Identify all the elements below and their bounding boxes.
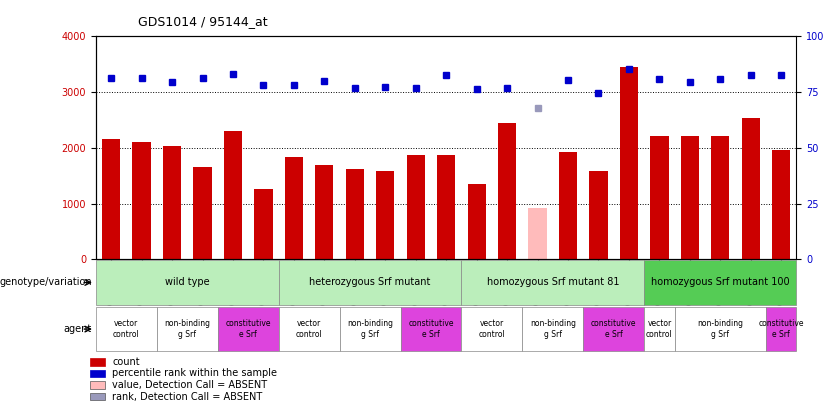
Bar: [90, 370, 105, 377]
Bar: [90, 358, 105, 365]
Bar: [96, 260, 279, 305]
Bar: [90, 382, 105, 389]
Bar: [407, 155, 425, 259]
Text: homozygous Srf mutant 81: homozygous Srf mutant 81: [486, 277, 619, 288]
Bar: [345, 169, 364, 259]
Bar: [133, 142, 151, 259]
Bar: [339, 307, 400, 352]
Text: rank, Detection Call = ABSENT: rank, Detection Call = ABSENT: [113, 392, 263, 402]
Bar: [279, 307, 339, 352]
Bar: [590, 171, 608, 259]
Bar: [559, 152, 577, 259]
Text: vector
control: vector control: [296, 320, 323, 339]
Bar: [675, 307, 766, 352]
Bar: [529, 208, 547, 259]
Text: vector
control: vector control: [479, 320, 505, 339]
Bar: [522, 307, 583, 352]
Text: heterozygous Srf mutant: heterozygous Srf mutant: [309, 277, 430, 288]
Bar: [681, 136, 699, 259]
Text: homozygous Srf mutant 100: homozygous Srf mutant 100: [651, 277, 790, 288]
Bar: [157, 307, 218, 352]
Text: agent: agent: [63, 324, 92, 334]
Bar: [437, 155, 455, 259]
Bar: [193, 167, 212, 259]
Bar: [461, 260, 644, 305]
Text: vector
control: vector control: [646, 320, 673, 339]
Text: constitutive
e Srf: constitutive e Srf: [225, 320, 271, 339]
Bar: [224, 130, 242, 259]
Bar: [218, 307, 279, 352]
Text: wild type: wild type: [165, 277, 209, 288]
Text: constitutive
e Srf: constitutive e Srf: [591, 320, 636, 339]
Text: GDS1014 / 95144_at: GDS1014 / 95144_at: [138, 15, 267, 28]
Bar: [376, 171, 394, 259]
Bar: [163, 146, 181, 259]
Bar: [254, 189, 273, 259]
Bar: [498, 123, 516, 259]
Bar: [400, 307, 461, 352]
Bar: [315, 164, 334, 259]
Text: genotype/variation: genotype/variation: [0, 277, 92, 288]
Text: count: count: [113, 357, 140, 367]
Bar: [651, 136, 669, 259]
Bar: [766, 307, 796, 352]
Bar: [644, 307, 675, 352]
Bar: [90, 393, 105, 400]
Text: constitutive
e Srf: constitutive e Srf: [408, 320, 454, 339]
Text: non-binding
g Srf: non-binding g Srf: [530, 320, 575, 339]
Bar: [620, 67, 638, 259]
Text: percentile rank within the sample: percentile rank within the sample: [113, 369, 277, 378]
Text: non-binding
g Srf: non-binding g Srf: [164, 320, 210, 339]
Text: value, Detection Call = ABSENT: value, Detection Call = ABSENT: [113, 380, 268, 390]
Text: non-binding
g Srf: non-binding g Srf: [697, 320, 743, 339]
Bar: [711, 136, 730, 259]
Text: vector
control: vector control: [113, 320, 140, 339]
Bar: [279, 260, 461, 305]
Bar: [644, 260, 796, 305]
Text: non-binding
g Srf: non-binding g Srf: [347, 320, 393, 339]
Bar: [461, 307, 522, 352]
Bar: [102, 139, 120, 259]
Bar: [741, 118, 760, 259]
Text: constitutive
e Srf: constitutive e Srf: [758, 320, 804, 339]
Bar: [284, 157, 303, 259]
Bar: [96, 307, 157, 352]
Bar: [468, 184, 485, 259]
Bar: [772, 150, 791, 259]
Bar: [583, 307, 644, 352]
